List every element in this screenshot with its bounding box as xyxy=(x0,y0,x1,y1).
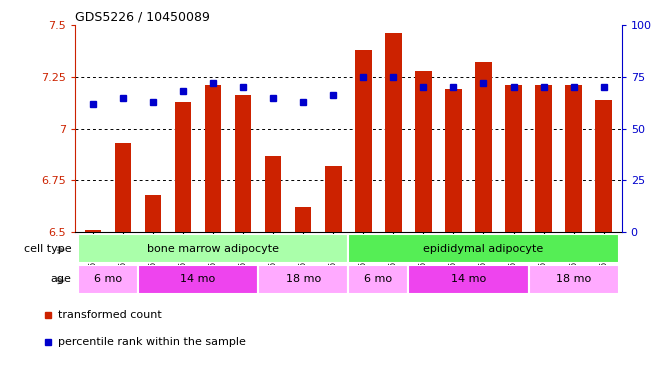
Bar xyxy=(348,234,618,263)
Bar xyxy=(138,265,258,294)
Text: bone marrow adipocyte: bone marrow adipocyte xyxy=(147,243,279,254)
Text: age: age xyxy=(51,274,72,285)
Text: 6 mo: 6 mo xyxy=(94,274,122,285)
Text: percentile rank within the sample: percentile rank within the sample xyxy=(58,337,246,347)
Bar xyxy=(529,265,618,294)
Bar xyxy=(565,85,582,232)
Bar xyxy=(385,33,402,232)
Text: 18 mo: 18 mo xyxy=(286,274,321,285)
Bar xyxy=(205,85,221,232)
Text: 14 mo: 14 mo xyxy=(451,274,486,285)
Bar xyxy=(505,85,522,232)
Bar xyxy=(415,71,432,232)
Bar xyxy=(535,85,552,232)
Bar xyxy=(78,265,138,294)
Bar xyxy=(355,50,372,232)
Bar xyxy=(596,99,612,232)
Text: 18 mo: 18 mo xyxy=(556,274,591,285)
Bar xyxy=(408,265,529,294)
Text: GDS5226 / 10450089: GDS5226 / 10450089 xyxy=(75,11,210,24)
Bar xyxy=(265,156,281,232)
Text: 14 mo: 14 mo xyxy=(180,274,215,285)
Text: cell type: cell type xyxy=(24,243,72,254)
Bar xyxy=(475,62,492,232)
Bar xyxy=(325,166,342,232)
Bar xyxy=(145,195,161,232)
Bar xyxy=(258,265,348,294)
Bar xyxy=(235,96,251,232)
Bar xyxy=(115,143,132,232)
Text: 6 mo: 6 mo xyxy=(365,274,393,285)
Text: transformed count: transformed count xyxy=(58,310,161,320)
Bar xyxy=(348,265,408,294)
Bar xyxy=(445,89,462,232)
Bar xyxy=(78,234,348,263)
Text: epididymal adipocyte: epididymal adipocyte xyxy=(423,243,544,254)
Bar xyxy=(85,230,101,232)
Bar xyxy=(174,102,191,232)
Bar xyxy=(295,207,311,232)
